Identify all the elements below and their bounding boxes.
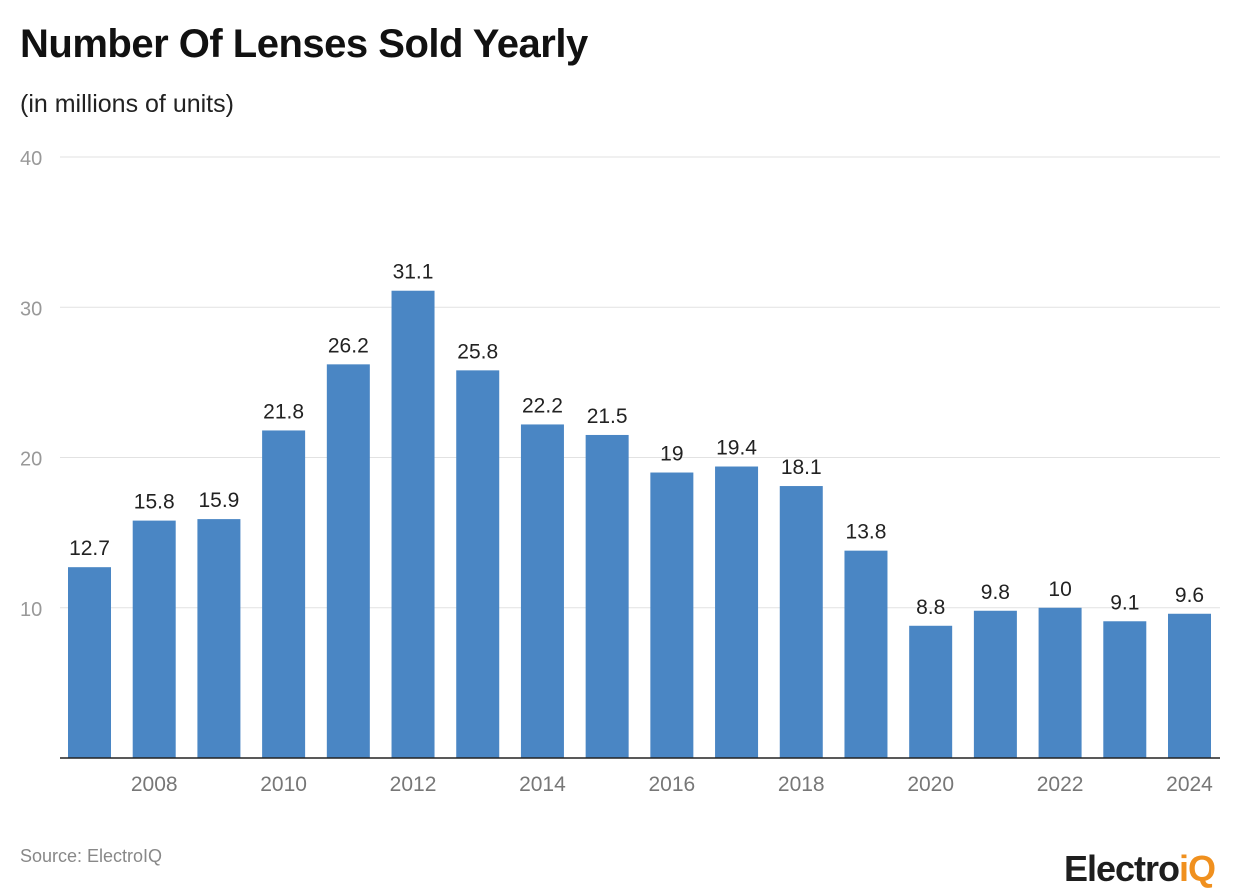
data-label: 10 <box>1048 578 1071 601</box>
x-tick-label: 2024 <box>1166 773 1213 796</box>
bar-2012 <box>391 290 435 758</box>
bar-2019 <box>844 550 888 758</box>
y-tick-label: 30 <box>20 298 42 320</box>
bar-2007 <box>68 567 111 758</box>
data-label: 15.9 <box>198 489 239 512</box>
data-label: 25.8 <box>457 340 498 363</box>
data-label: 9.6 <box>1175 584 1204 607</box>
bar-2014 <box>520 424 564 758</box>
data-label: 9.1 <box>1110 591 1139 614</box>
data-label: 18.1 <box>781 456 822 479</box>
bar-2011 <box>326 364 370 758</box>
bar-2021 <box>973 610 1017 758</box>
data-label: 12.7 <box>69 537 110 560</box>
bar-2018 <box>779 486 823 758</box>
electroiq-logo: ElectroiQ <box>1064 848 1216 890</box>
bar-chart: 10 20 30 40 12.7 15.8 15.9 21.8 26.2 31.1 25.8 22.2… <box>20 148 1220 796</box>
bar-2023 <box>1103 621 1147 758</box>
data-label: 13.8 <box>846 521 887 544</box>
data-label: 15.8 <box>134 491 175 514</box>
bar-2024 <box>1168 613 1211 758</box>
y-tick-label: 10 <box>20 599 42 621</box>
data-label: 8.8 <box>916 596 945 619</box>
bar-2020 <box>909 625 953 758</box>
source-note: Source: ElectroIQ <box>20 846 163 866</box>
y-tick-label: 40 <box>20 148 42 170</box>
y-tick-label: 20 <box>20 449 42 471</box>
bar-2008 <box>132 520 176 758</box>
data-label: 21.8 <box>263 400 304 423</box>
bar-2009 <box>197 519 241 758</box>
chart-title: Number Of Lenses Sold Yearly <box>20 22 588 66</box>
x-tick-label: 2008 <box>131 773 178 796</box>
data-label: 19 <box>660 443 683 466</box>
data-label: 19.4 <box>716 437 757 460</box>
bar-2013 <box>456 370 500 758</box>
data-label: 31.1 <box>393 261 434 284</box>
x-tick-label: 2022 <box>1037 773 1084 796</box>
logo-text: Electro <box>1064 848 1180 889</box>
bar-2015 <box>585 434 629 758</box>
data-label: 21.5 <box>587 405 628 428</box>
bar-2022 <box>1038 607 1082 758</box>
bar-2016 <box>650 472 694 758</box>
x-tick-label: 2018 <box>778 773 825 796</box>
bar-2017 <box>715 466 759 758</box>
logo-text-accent: iQ <box>1179 848 1216 889</box>
x-tick-label: 2014 <box>519 773 566 796</box>
chart-subtitle: (in millions of units) <box>20 90 234 118</box>
data-label: 26.2 <box>328 334 369 357</box>
bar-2010 <box>262 430 306 758</box>
x-tick-label: 2010 <box>260 773 307 796</box>
x-tick-label: 2020 <box>907 773 954 796</box>
x-tick-label: 2012 <box>390 773 437 796</box>
data-label: 22.2 <box>522 394 563 417</box>
x-tick-label: 2016 <box>648 773 695 796</box>
data-label: 9.8 <box>981 581 1010 604</box>
